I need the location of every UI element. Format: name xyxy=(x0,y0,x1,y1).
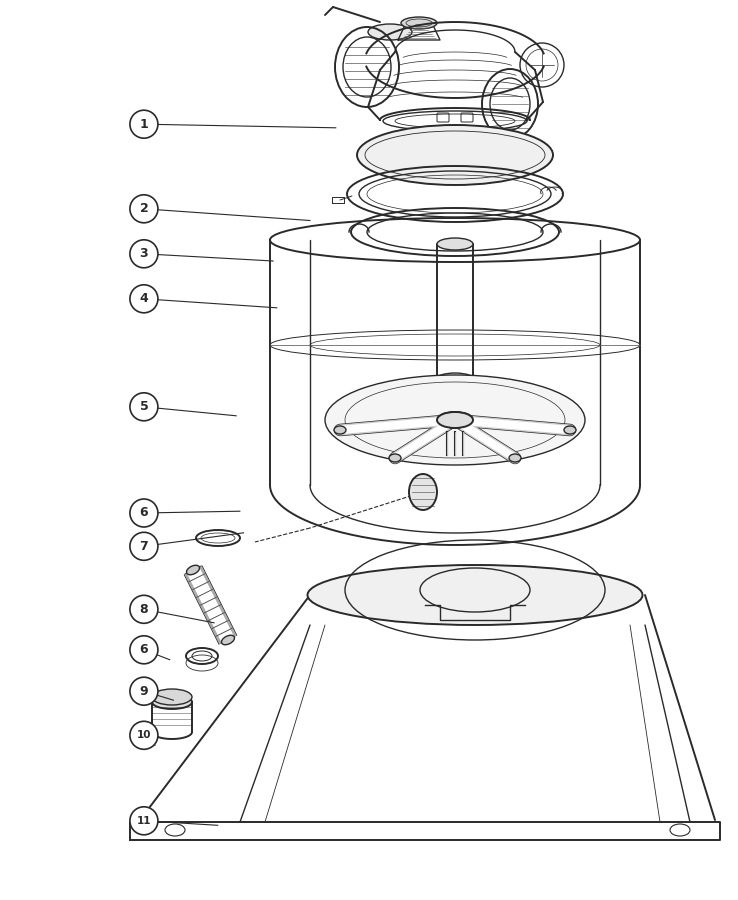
Circle shape xyxy=(130,806,158,835)
Ellipse shape xyxy=(437,238,473,250)
Ellipse shape xyxy=(437,412,473,428)
Circle shape xyxy=(130,721,158,750)
Text: 7: 7 xyxy=(139,540,148,553)
Circle shape xyxy=(130,392,158,421)
Text: 1: 1 xyxy=(139,118,148,130)
Text: 5: 5 xyxy=(139,400,148,413)
Circle shape xyxy=(130,110,158,139)
Circle shape xyxy=(130,194,158,223)
Ellipse shape xyxy=(334,426,346,434)
Ellipse shape xyxy=(437,412,473,428)
Ellipse shape xyxy=(325,375,585,465)
Text: 9: 9 xyxy=(139,685,148,698)
Circle shape xyxy=(130,532,158,561)
Circle shape xyxy=(130,677,158,706)
Circle shape xyxy=(130,595,158,624)
Ellipse shape xyxy=(564,426,576,434)
Circle shape xyxy=(130,239,158,268)
Text: 8: 8 xyxy=(139,603,148,616)
Circle shape xyxy=(130,635,158,664)
Circle shape xyxy=(130,284,158,313)
Text: 6: 6 xyxy=(139,507,148,519)
Ellipse shape xyxy=(357,125,553,185)
Ellipse shape xyxy=(389,454,401,462)
Ellipse shape xyxy=(401,17,437,29)
Ellipse shape xyxy=(368,24,412,40)
Ellipse shape xyxy=(435,373,475,387)
Ellipse shape xyxy=(152,689,192,705)
Text: 3: 3 xyxy=(139,248,148,260)
Ellipse shape xyxy=(409,474,437,510)
Circle shape xyxy=(130,499,158,527)
Text: 10: 10 xyxy=(137,730,151,741)
Ellipse shape xyxy=(509,454,521,462)
Ellipse shape xyxy=(443,401,467,409)
Text: 6: 6 xyxy=(139,644,148,656)
Ellipse shape xyxy=(221,635,235,644)
Ellipse shape xyxy=(308,565,643,625)
Text: 11: 11 xyxy=(137,815,151,826)
Ellipse shape xyxy=(152,695,192,709)
Text: 4: 4 xyxy=(139,292,148,305)
Text: 2: 2 xyxy=(139,202,148,215)
Ellipse shape xyxy=(187,565,199,575)
